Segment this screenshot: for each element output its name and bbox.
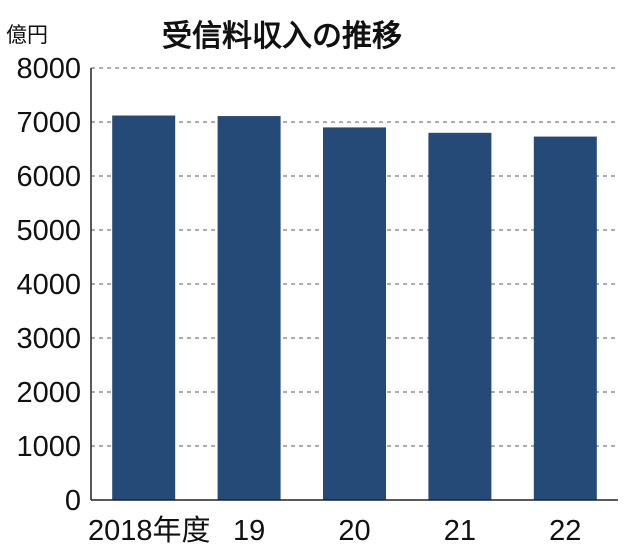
x-tick-label: 22 — [549, 515, 581, 547]
y-unit-label: 億円 — [6, 23, 48, 47]
bar-0 — [112, 115, 176, 501]
bars — [112, 115, 597, 501]
chart-title: 受信料収入の推移 — [162, 19, 402, 54]
y-tick-label: 8000 — [16, 53, 81, 85]
y-tick-label: 2000 — [16, 377, 81, 409]
y-tick-label: 3000 — [16, 323, 81, 355]
x-tick-label: 19 — [233, 515, 265, 547]
y-tick-label: 4000 — [16, 269, 81, 301]
y-tick-labels: 0 1000 2000 3000 4000 5000 6000 7000 8000 — [16, 53, 81, 517]
y-tick-label: 7000 — [16, 107, 81, 139]
bar-3 — [428, 132, 492, 501]
x-tick-label: 20 — [338, 515, 370, 547]
y-tick-label: 1000 — [16, 431, 81, 463]
y-tick-label: 5000 — [16, 215, 81, 247]
bar-4 — [533, 136, 597, 500]
bar-2 — [323, 127, 386, 501]
y-tick-label: 6000 — [16, 161, 81, 193]
bar-1 — [217, 116, 281, 500]
y-tick-label: 0 — [65, 485, 81, 517]
x-tick-label: 21 — [444, 515, 476, 547]
x-tick-label: 2018年度 — [88, 514, 211, 547]
x-tick-labels: 2018年度 19 20 21 22 — [88, 514, 581, 547]
